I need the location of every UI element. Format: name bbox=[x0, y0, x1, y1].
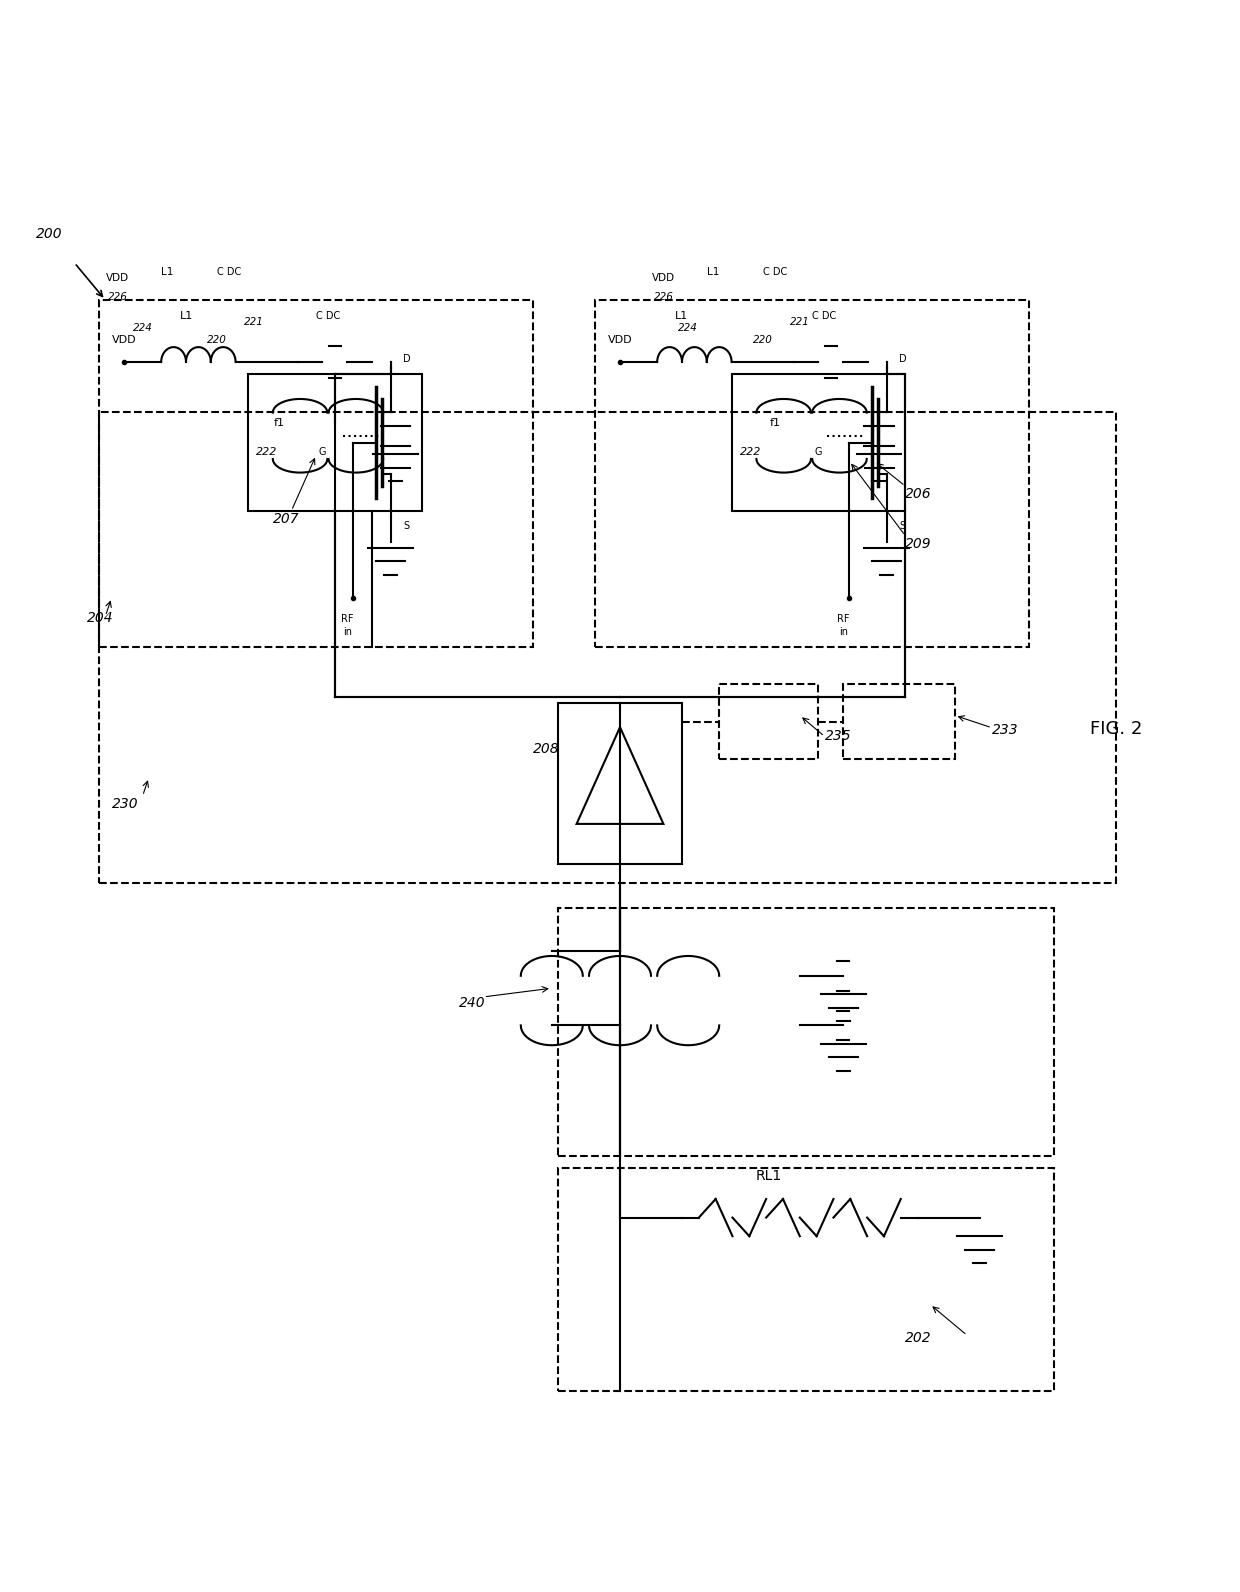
Text: 222: 222 bbox=[255, 447, 278, 457]
Text: 221: 221 bbox=[244, 317, 264, 326]
Text: C DC: C DC bbox=[812, 310, 837, 320]
Text: 226: 226 bbox=[653, 291, 673, 302]
Text: 220: 220 bbox=[207, 336, 227, 345]
Text: S: S bbox=[899, 522, 905, 532]
Text: C DC: C DC bbox=[217, 267, 242, 277]
Text: 235: 235 bbox=[825, 729, 851, 743]
Text: in: in bbox=[342, 627, 352, 637]
Text: 240: 240 bbox=[459, 997, 485, 1009]
Text: 209: 209 bbox=[905, 537, 931, 551]
Text: S: S bbox=[403, 522, 409, 532]
Text: 220: 220 bbox=[753, 336, 773, 345]
Text: G: G bbox=[815, 447, 822, 457]
Text: D: D bbox=[403, 353, 410, 365]
Text: C DC: C DC bbox=[316, 310, 341, 320]
Text: 207: 207 bbox=[273, 513, 299, 527]
Text: C DC: C DC bbox=[763, 267, 787, 277]
Text: 204: 204 bbox=[87, 611, 113, 626]
Text: 200: 200 bbox=[36, 228, 63, 240]
Text: 208: 208 bbox=[533, 742, 559, 756]
Text: 233: 233 bbox=[992, 723, 1018, 737]
Text: 221: 221 bbox=[790, 317, 810, 326]
Text: 222: 222 bbox=[739, 447, 761, 457]
Text: in: in bbox=[838, 627, 848, 637]
Text: 224: 224 bbox=[133, 323, 153, 333]
Text: VDD: VDD bbox=[608, 336, 632, 345]
Text: 224: 224 bbox=[678, 323, 698, 333]
Text: f1: f1 bbox=[770, 419, 780, 428]
Text: VDD: VDD bbox=[107, 274, 129, 283]
Text: G: G bbox=[319, 447, 326, 457]
Text: L1: L1 bbox=[707, 267, 719, 277]
Text: L1: L1 bbox=[180, 310, 192, 320]
Text: L1: L1 bbox=[161, 267, 174, 277]
Text: 230: 230 bbox=[112, 798, 138, 812]
Text: FIG. 2: FIG. 2 bbox=[1090, 720, 1142, 739]
Text: D: D bbox=[899, 353, 906, 365]
Text: VDD: VDD bbox=[652, 274, 675, 283]
Text: 226: 226 bbox=[108, 291, 128, 302]
Text: RL1: RL1 bbox=[755, 1170, 782, 1183]
Text: RF: RF bbox=[837, 615, 849, 624]
Text: VDD: VDD bbox=[112, 336, 136, 345]
Text: L1: L1 bbox=[676, 310, 688, 320]
Text: f1: f1 bbox=[274, 419, 284, 428]
Text: RF: RF bbox=[341, 615, 353, 624]
Text: 202: 202 bbox=[905, 1331, 931, 1345]
Text: 206: 206 bbox=[905, 487, 931, 501]
